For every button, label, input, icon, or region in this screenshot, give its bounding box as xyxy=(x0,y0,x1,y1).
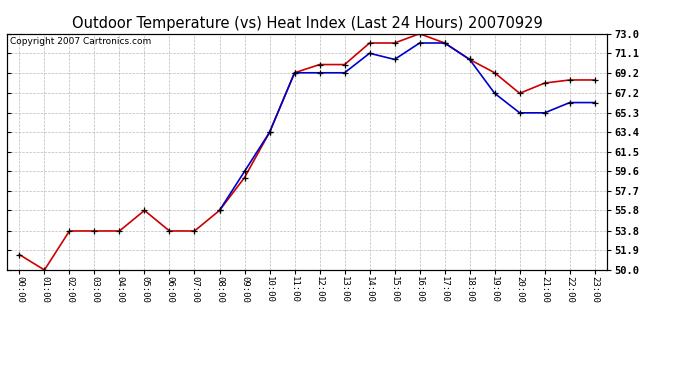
Text: Copyright 2007 Cartronics.com: Copyright 2007 Cartronics.com xyxy=(10,37,151,46)
Title: Outdoor Temperature (vs) Heat Index (Last 24 Hours) 20070929: Outdoor Temperature (vs) Heat Index (Las… xyxy=(72,16,542,31)
